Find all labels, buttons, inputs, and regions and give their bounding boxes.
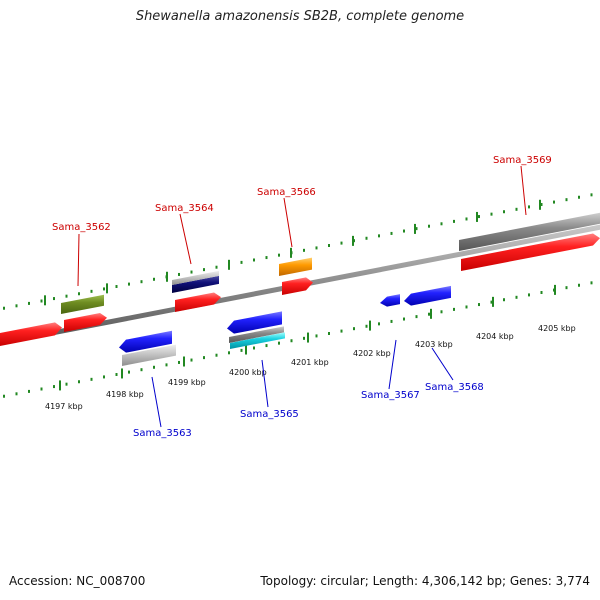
tick-label: 4204 kbp [476,332,514,341]
accession-text: Accession: NC_008700 [9,574,146,588]
reverse-gene-arrow [404,285,451,306]
gene-leader-line [283,197,293,248]
gene-label: Sama_3566 [257,187,316,198]
tick-label: 4199 kbp [168,378,206,387]
gene-label: Sama_3562 [52,222,111,233]
gene-leader-line [151,376,162,428]
tick-label: 4197 kbp [45,402,83,411]
gene-leader-line [431,347,454,381]
topology-text: Topology: circular; Length: 4,306,142 bp… [260,574,590,588]
gene-leader-line [520,165,527,216]
reverse-gene-arrow [227,311,282,334]
navy-feature-box [172,275,219,293]
gene-leader-line [179,213,192,265]
gene-label: Sama_3568 [425,382,484,393]
reverse-gene-arrow [380,294,400,307]
gene-label: Sama_3563 [133,428,192,439]
tick-label: 4198 kbp [106,390,144,399]
orange-feature-box [279,257,312,276]
gene-leader-line [77,233,80,287]
gene-label: Sama_3565 [240,409,299,420]
gray-feature-box [229,326,284,343]
forward-gene-arrow [64,313,107,332]
forward-gene-arrow [175,292,221,312]
tick-label: 4201 kbp [291,358,329,367]
cyan-feature-box [230,332,285,349]
forward-gene-arrow [461,233,600,271]
tick-label: 4202 kbp [353,349,391,358]
forward-gene-arrow [282,277,313,295]
forward-gene-arrow [0,322,62,346]
gene-label: Sama_3564 [155,203,214,214]
gray-feature-box [459,212,600,251]
gray-feature-box [122,344,176,366]
tick-label: 4205 kbp [538,324,576,333]
gene-label: Sama_3569 [493,155,552,166]
gray-feature-box [172,270,219,285]
gene-label: Sama_3567 [361,390,420,401]
tick-label: 4200 kbp [229,368,267,377]
olive-feature-box [61,294,104,314]
reverse-gene-arrow [119,330,172,353]
tick-label: 4203 kbp [415,340,453,349]
map-title: Shewanella amazonensis SB2B, complete ge… [135,9,465,24]
gene-leader-line [261,359,269,408]
gene-leader-line [388,339,397,390]
